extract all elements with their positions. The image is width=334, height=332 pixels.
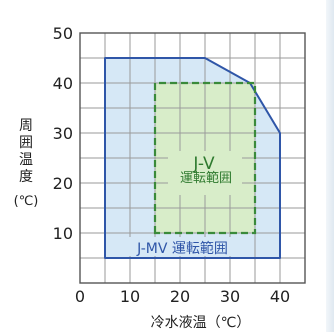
- y-axis-label-char: 度: [19, 169, 33, 185]
- y-tick-label: 40: [53, 74, 73, 93]
- mv-range-label: J-MV 運転範囲: [136, 240, 228, 257]
- y-tick-label: 50: [53, 24, 73, 43]
- y-axis-label-char: 周: [19, 118, 33, 134]
- v-range-label-sub: 運転範囲: [180, 171, 232, 186]
- x-tick-label: 30: [220, 287, 240, 306]
- v-range-label-name: J-V: [192, 154, 215, 174]
- v-range-outline: [153, 81, 257, 235]
- x-tick-label: 0: [75, 287, 85, 306]
- x-tick-label: 10: [120, 287, 140, 306]
- mv-label-backdrop: [111, 237, 254, 256]
- v-label-backdrop: [168, 151, 242, 195]
- y-tick-label: 30: [53, 124, 73, 143]
- y-axis-label-unit: (℃): [14, 194, 39, 209]
- x-tick-label: 40: [270, 287, 290, 306]
- page-edge: [326, 0, 334, 332]
- x-axis-label: 冷水液温（℃）: [151, 315, 251, 331]
- x-tick-label: 20: [170, 287, 190, 306]
- y-axis-label-char: 囲: [19, 135, 33, 151]
- y-tick-label: 20: [53, 174, 73, 193]
- y-axis-label-char: 温: [19, 152, 33, 168]
- plot-frame: [79, 32, 306, 284]
- y-tick-label: 10: [53, 224, 73, 243]
